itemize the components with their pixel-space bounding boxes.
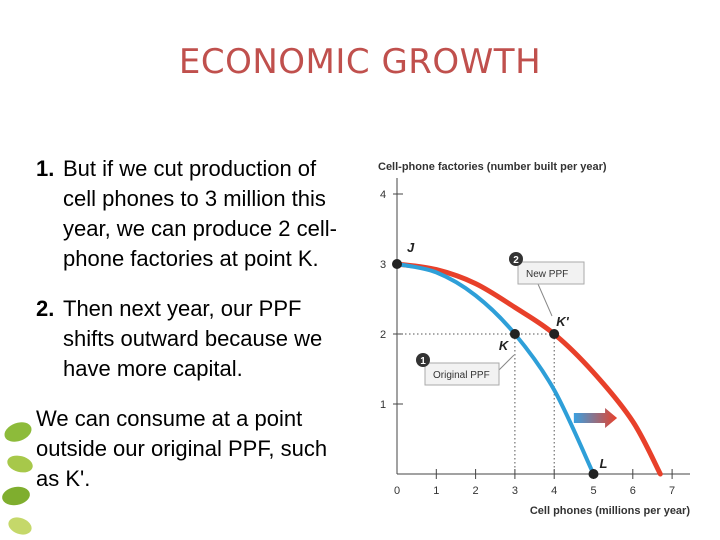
callout-text: New PPF <box>526 269 568 280</box>
point-marker <box>549 329 560 339</box>
callout-box <box>424 362 500 386</box>
ppf-curves <box>394 261 663 477</box>
y-axis-label: Cell-phone factories (number built per y… <box>378 161 607 173</box>
x-axis-label: Cell phones (millions per year) <box>530 505 690 517</box>
y-tick-label: 3 <box>380 259 386 271</box>
ppf-chart: Cell-phone factories (number built per y… <box>378 161 690 517</box>
callout-number: 2 <box>513 255 519 266</box>
bullet-text: Then next year, our PPF shifts outward b… <box>63 296 323 381</box>
point-marker <box>509 329 520 339</box>
x-tick-label: 5 <box>590 485 596 497</box>
curve-callouts: Original PPF 1 New PPF 2 <box>416 252 585 386</box>
ppf-line <box>395 262 596 476</box>
bullet-item: 1. But if we cut production of cell phon… <box>36 154 346 274</box>
y-tick-label: 1 <box>380 399 386 411</box>
x-tick-label: 0 <box>394 485 400 497</box>
y-tick-label: 2 <box>380 329 386 341</box>
callout-number: 1 <box>420 356 426 367</box>
bullet-list: 1. But if we cut production of cell phon… <box>36 154 346 514</box>
point-marker <box>588 469 599 479</box>
callout-text: Original PPF <box>433 370 490 381</box>
point-label: J <box>407 240 415 255</box>
labeled-points: J K K' L <box>392 240 608 479</box>
bullet-number: 2. <box>36 296 55 321</box>
ppf-line <box>394 261 663 477</box>
bullet-number: 1. <box>36 156 55 181</box>
slide-title: ECONOMIC GROWTH <box>178 42 542 82</box>
point-label: L <box>600 456 608 471</box>
bullet-item: 2. Then next year, our PPF shifts outwar… <box>36 294 346 384</box>
callout-leader <box>537 283 553 317</box>
point-label: K' <box>556 314 569 329</box>
point-label: K <box>499 338 510 353</box>
x-tick-label: 2 <box>473 485 479 497</box>
callout-leader <box>498 354 515 371</box>
y-tick-label: 4 <box>380 189 386 201</box>
x-tick-label: 3 <box>512 485 518 497</box>
green-leaf-icon <box>2 422 33 535</box>
shift-arrow <box>573 408 618 428</box>
x-tick-label: 6 <box>630 485 636 497</box>
callout-box <box>517 261 585 285</box>
bullet-item: We can consume at a point outside our or… <box>36 404 346 494</box>
x-tick-label: 7 <box>669 485 675 497</box>
axes: 0 1 2 3 4 5 6 7 1 2 3 4 <box>380 178 690 497</box>
x-tick-label: 4 <box>551 485 557 497</box>
bullet-text: But if we cut production of cell phones … <box>63 156 337 271</box>
callout-number-badge <box>416 353 430 367</box>
callout-number-badge <box>509 252 523 266</box>
point-marker <box>392 259 402 269</box>
x-tick-label: 1 <box>433 485 439 497</box>
bullet-text: We can consume at a point outside our or… <box>36 406 328 491</box>
guide-lines <box>397 333 555 474</box>
